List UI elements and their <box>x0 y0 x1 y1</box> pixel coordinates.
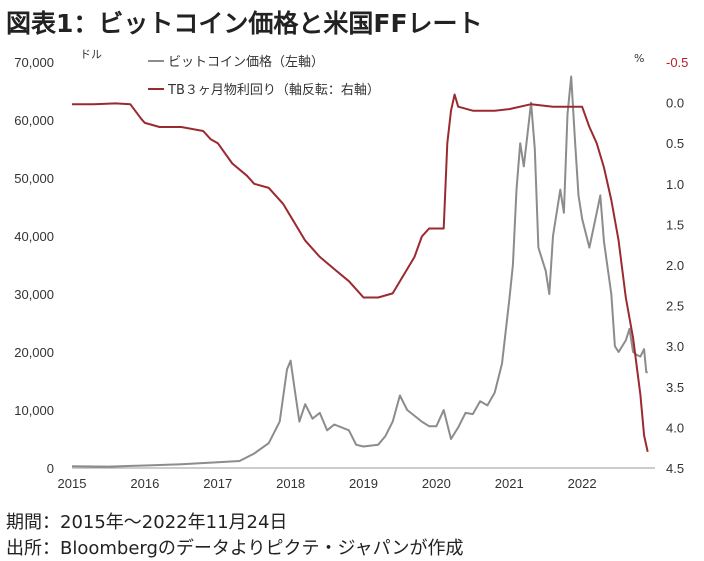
left-tick-1: 60,000 <box>14 113 54 128</box>
series-layer <box>71 75 649 468</box>
left-tick-7: 0 <box>47 461 54 476</box>
right-tick-5: 2.0 <box>666 258 684 273</box>
x-tick-0: 2015 <box>58 476 87 491</box>
right-tick-6: 2.5 <box>666 299 684 314</box>
left-tick-3: 40,000 <box>14 229 54 244</box>
right-tick-4: 1.5 <box>666 217 684 232</box>
right-tick-2: 0.5 <box>666 136 684 151</box>
series-line-tb3m <box>72 93 649 453</box>
right-tick-7: 3.0 <box>666 339 684 354</box>
period-note: 期間：2015年～2022年11月24日 <box>6 512 288 533</box>
x-tick-1: 2016 <box>130 476 159 491</box>
left-tick-4: 30,000 <box>14 287 54 302</box>
legend-label-bitcoin: ビットコイン価格（左軸） <box>168 54 324 70</box>
right-tick-0: -0.5 <box>666 55 688 70</box>
left-tick-0: 70,000 <box>14 55 54 70</box>
x-tick-2: 2017 <box>203 476 232 491</box>
left-tick-6: 10,000 <box>14 403 54 418</box>
x-axis-ticks: 2015 2016 2017 2018 2019 2020 2021 2022 <box>58 476 597 491</box>
left-tick-2: 50,000 <box>14 171 54 186</box>
right-tick-1: 0.0 <box>666 96 684 111</box>
right-axis-ticks: -0.5 0.0 0.5 1.0 1.5 2.0 2.5 3.0 3.5 4.0 4.5 <box>666 55 688 476</box>
series-line-bitcoin <box>71 75 648 468</box>
left-tick-5: 20,000 <box>14 345 54 360</box>
page-title: 図表1：ビットコイン価格と米国FFレート <box>6 9 483 38</box>
left-axis-ticks: 70,000 60,000 50,000 40,000 30,000 20,000 10,0… <box>14 55 54 476</box>
source-note: 出所：Bloombergのデータよりピクテ・ジャパンが作成 <box>6 538 464 559</box>
right-tick-9: 4.0 <box>666 420 684 435</box>
right-tick-8: 3.5 <box>666 380 684 395</box>
left-axis-unit: ドル <box>80 48 102 61</box>
right-tick-10: 4.5 <box>666 461 684 476</box>
x-tick-3: 2018 <box>276 476 305 491</box>
x-tick-5: 2020 <box>422 476 451 491</box>
right-tick-3: 1.0 <box>666 177 684 192</box>
x-tick-7: 2022 <box>568 476 597 491</box>
x-tick-4: 2019 <box>349 476 378 491</box>
legend: ビットコイン価格（左軸） TB３ヶ月物利回り（軸反転：右軸） <box>148 54 380 98</box>
x-tick-6: 2021 <box>495 476 524 491</box>
right-axis-unit: % <box>634 52 644 65</box>
legend-label-tb3m: TB３ヶ月物利回り（軸反転：右軸） <box>167 83 380 98</box>
